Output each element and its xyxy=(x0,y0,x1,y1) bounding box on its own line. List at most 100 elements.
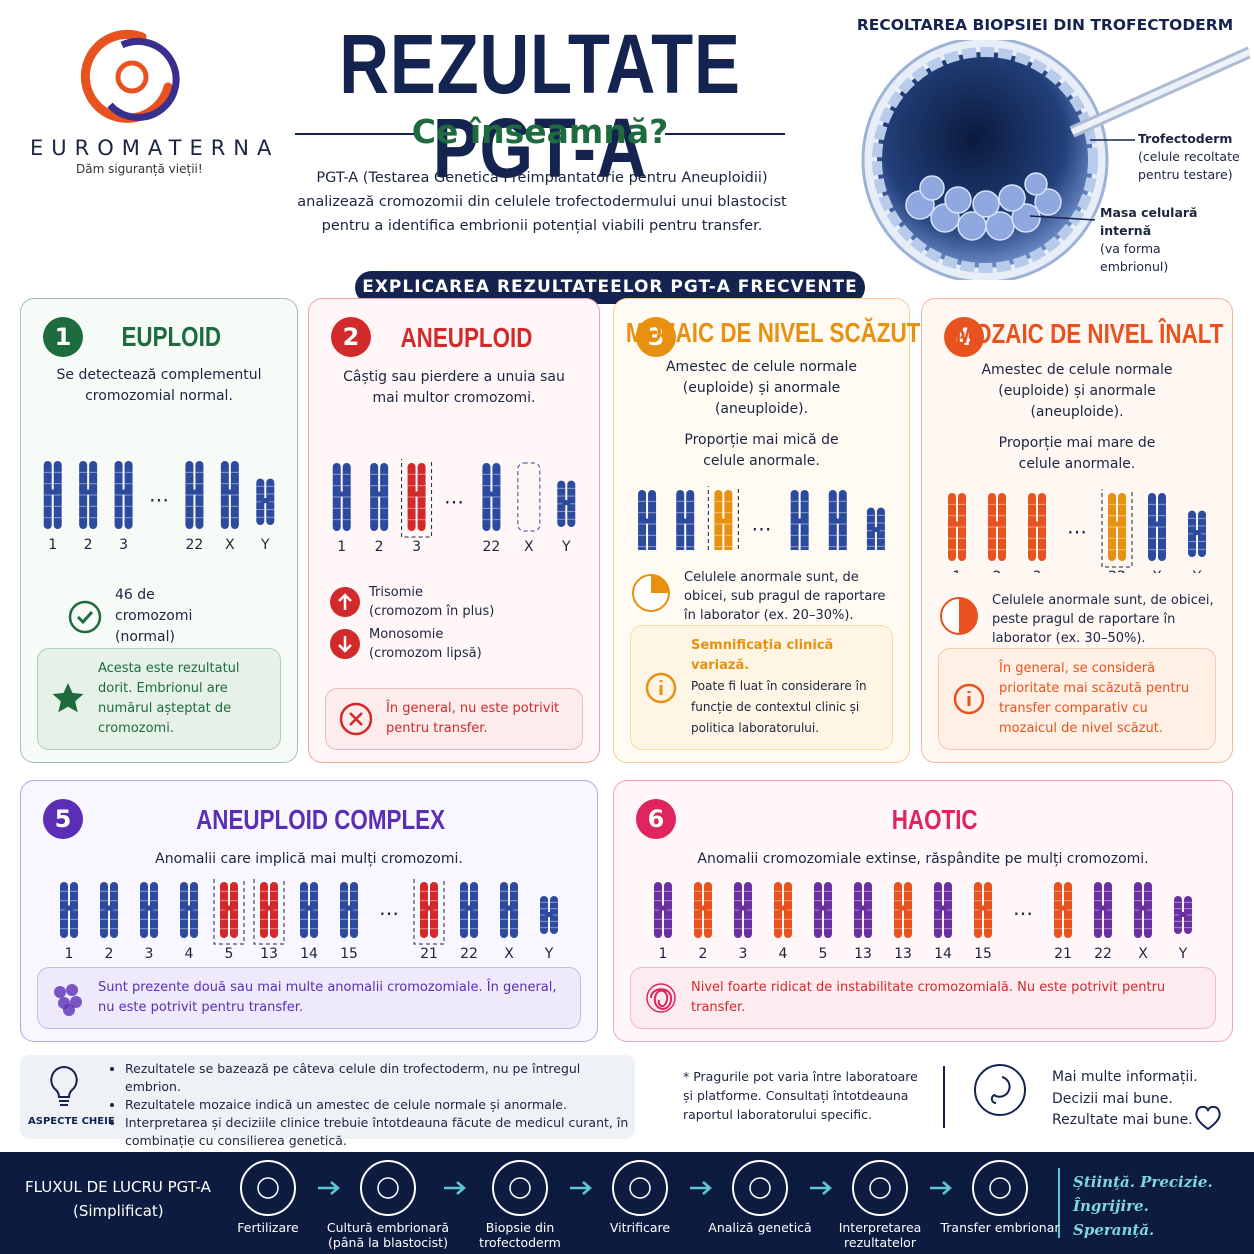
divider xyxy=(295,133,415,135)
centromere xyxy=(859,905,867,911)
biopsy-label: Masa celulară internă (va forma embrionul… xyxy=(1100,204,1200,276)
centromere xyxy=(185,905,193,911)
chromosome-label: 3 xyxy=(119,537,128,553)
chromatid xyxy=(380,463,389,531)
chromatid xyxy=(1038,492,1046,561)
chromosome-label: X xyxy=(225,537,235,553)
heart-icon xyxy=(1195,1105,1221,1131)
chromatid xyxy=(828,490,837,550)
card-title: ANEUPLOID xyxy=(400,322,532,353)
chromatid xyxy=(180,881,188,938)
chromatid xyxy=(774,881,782,938)
centromere xyxy=(412,491,421,497)
centromere xyxy=(562,500,571,506)
icon-part xyxy=(509,1177,531,1199)
chromatid xyxy=(988,492,996,561)
chromatid xyxy=(332,463,341,531)
label-title: Trofectoderm xyxy=(1138,131,1233,146)
chromosome xyxy=(734,881,752,938)
chromosome xyxy=(814,881,832,938)
icon-part xyxy=(612,1160,668,1216)
icon-part xyxy=(68,600,102,633)
centromere xyxy=(993,521,1001,527)
centromere xyxy=(819,905,827,911)
result-card: 6 HAOTIC Anomalii cromozomiale extinse, ră… xyxy=(613,780,1233,1042)
centromere xyxy=(465,905,473,911)
chromatid xyxy=(944,881,952,938)
chromosome-label: 4 xyxy=(185,946,194,962)
chromatid xyxy=(114,461,123,530)
highlight-box xyxy=(413,877,445,945)
chromosome-label: 15 xyxy=(340,946,358,962)
chromatid xyxy=(43,461,52,530)
chromosome-row: 1 2 3 4 5 13 14 15 … 21 22 X Y xyxy=(60,877,558,962)
workflow-subtitle: (Simplificat) xyxy=(73,1202,164,1220)
chromosome xyxy=(340,881,358,938)
logo-name: EUROMATERNA xyxy=(30,136,280,160)
centromere xyxy=(425,905,433,911)
key-points-list: Rezultatele se bazează pe câteva celule … xyxy=(115,1060,630,1150)
card-header: 2 ANEUPLOID xyxy=(325,317,583,359)
icon-part xyxy=(972,1160,1028,1216)
chromatid xyxy=(195,461,204,530)
chromosome xyxy=(220,461,239,530)
info-text: Celulele anormale sunt, de obicei, sub p… xyxy=(684,570,886,623)
step-arrow xyxy=(444,1181,466,1195)
chromatid xyxy=(664,881,672,938)
callout-icon xyxy=(339,702,373,736)
chromatid xyxy=(784,881,792,938)
chromosome xyxy=(707,486,739,550)
highlight-box xyxy=(213,877,245,945)
chromosome-label: 14 xyxy=(300,946,318,962)
centromere xyxy=(65,905,73,911)
workflow-band: FLUXUL DE LUCRU PGT-A (Simplificat) Știi… xyxy=(0,1152,1254,1254)
centromere xyxy=(899,905,907,911)
result-card: 1 EUPLOID Se detectează complementul cromo… xyxy=(20,298,298,763)
centromere xyxy=(719,518,728,524)
icon-part xyxy=(645,672,677,703)
more-info-line: Mai multe informații. xyxy=(1052,1069,1198,1085)
chromatid xyxy=(150,881,158,938)
result-card: 5 ANEUPLOID COMPLEX Anomalii care implică … xyxy=(20,780,598,1042)
callout-body: Sunt prezente două sau mai multe anomali… xyxy=(98,978,568,1018)
chromatid xyxy=(540,895,548,934)
icon-part xyxy=(70,996,82,1008)
chromosome xyxy=(638,490,657,550)
more-info-line: Decizii mai bune. xyxy=(1052,1090,1173,1107)
chromosome-label: Y xyxy=(544,946,554,962)
step-arrow xyxy=(930,1181,952,1195)
embryo-illustration xyxy=(861,40,1250,280)
key-point: Interpretarea și deciziile clinice trebu… xyxy=(125,1114,630,1150)
workflow-title: FLUXUL DE LUCRU PGT-A xyxy=(25,1178,211,1196)
chromosome-label: 21 xyxy=(1054,946,1072,962)
chromosome xyxy=(500,881,518,938)
icon-part xyxy=(54,986,66,998)
icon-part xyxy=(989,1177,1011,1199)
icon-part xyxy=(852,1160,908,1216)
centromere xyxy=(345,905,353,911)
callout-icon xyxy=(645,672,677,703)
centromere xyxy=(1139,905,1147,911)
chromosome xyxy=(1101,488,1133,568)
centromere xyxy=(265,905,273,911)
centromere xyxy=(487,491,496,497)
chromatid xyxy=(89,461,98,530)
chromatid xyxy=(734,881,742,938)
biopsy-label: Trofectoderm (celule recoltate pentru tes… xyxy=(1138,130,1248,184)
label-text: (celule recoltate pentru testare) xyxy=(1138,149,1240,182)
callout: Semnificația clinică variază. Poate fi lu… xyxy=(630,625,893,750)
info: Celulele anormale sunt, de obicei, peste… xyxy=(938,591,1216,648)
icon-part xyxy=(338,593,352,610)
chromatid xyxy=(1118,492,1126,561)
callout-text: În general, se consideră prioritate mai … xyxy=(999,661,1190,736)
step-label: Interpretarea rezultatelor xyxy=(838,1220,922,1250)
centromere xyxy=(1113,521,1121,527)
chromosome-label: 2 xyxy=(375,539,384,555)
chromatid xyxy=(140,881,148,938)
chromatid xyxy=(1054,881,1062,938)
step-icon xyxy=(732,1160,788,1216)
chromosome xyxy=(213,877,245,945)
chromosome xyxy=(790,490,809,550)
centromere xyxy=(105,905,113,911)
chromosome xyxy=(517,462,541,532)
